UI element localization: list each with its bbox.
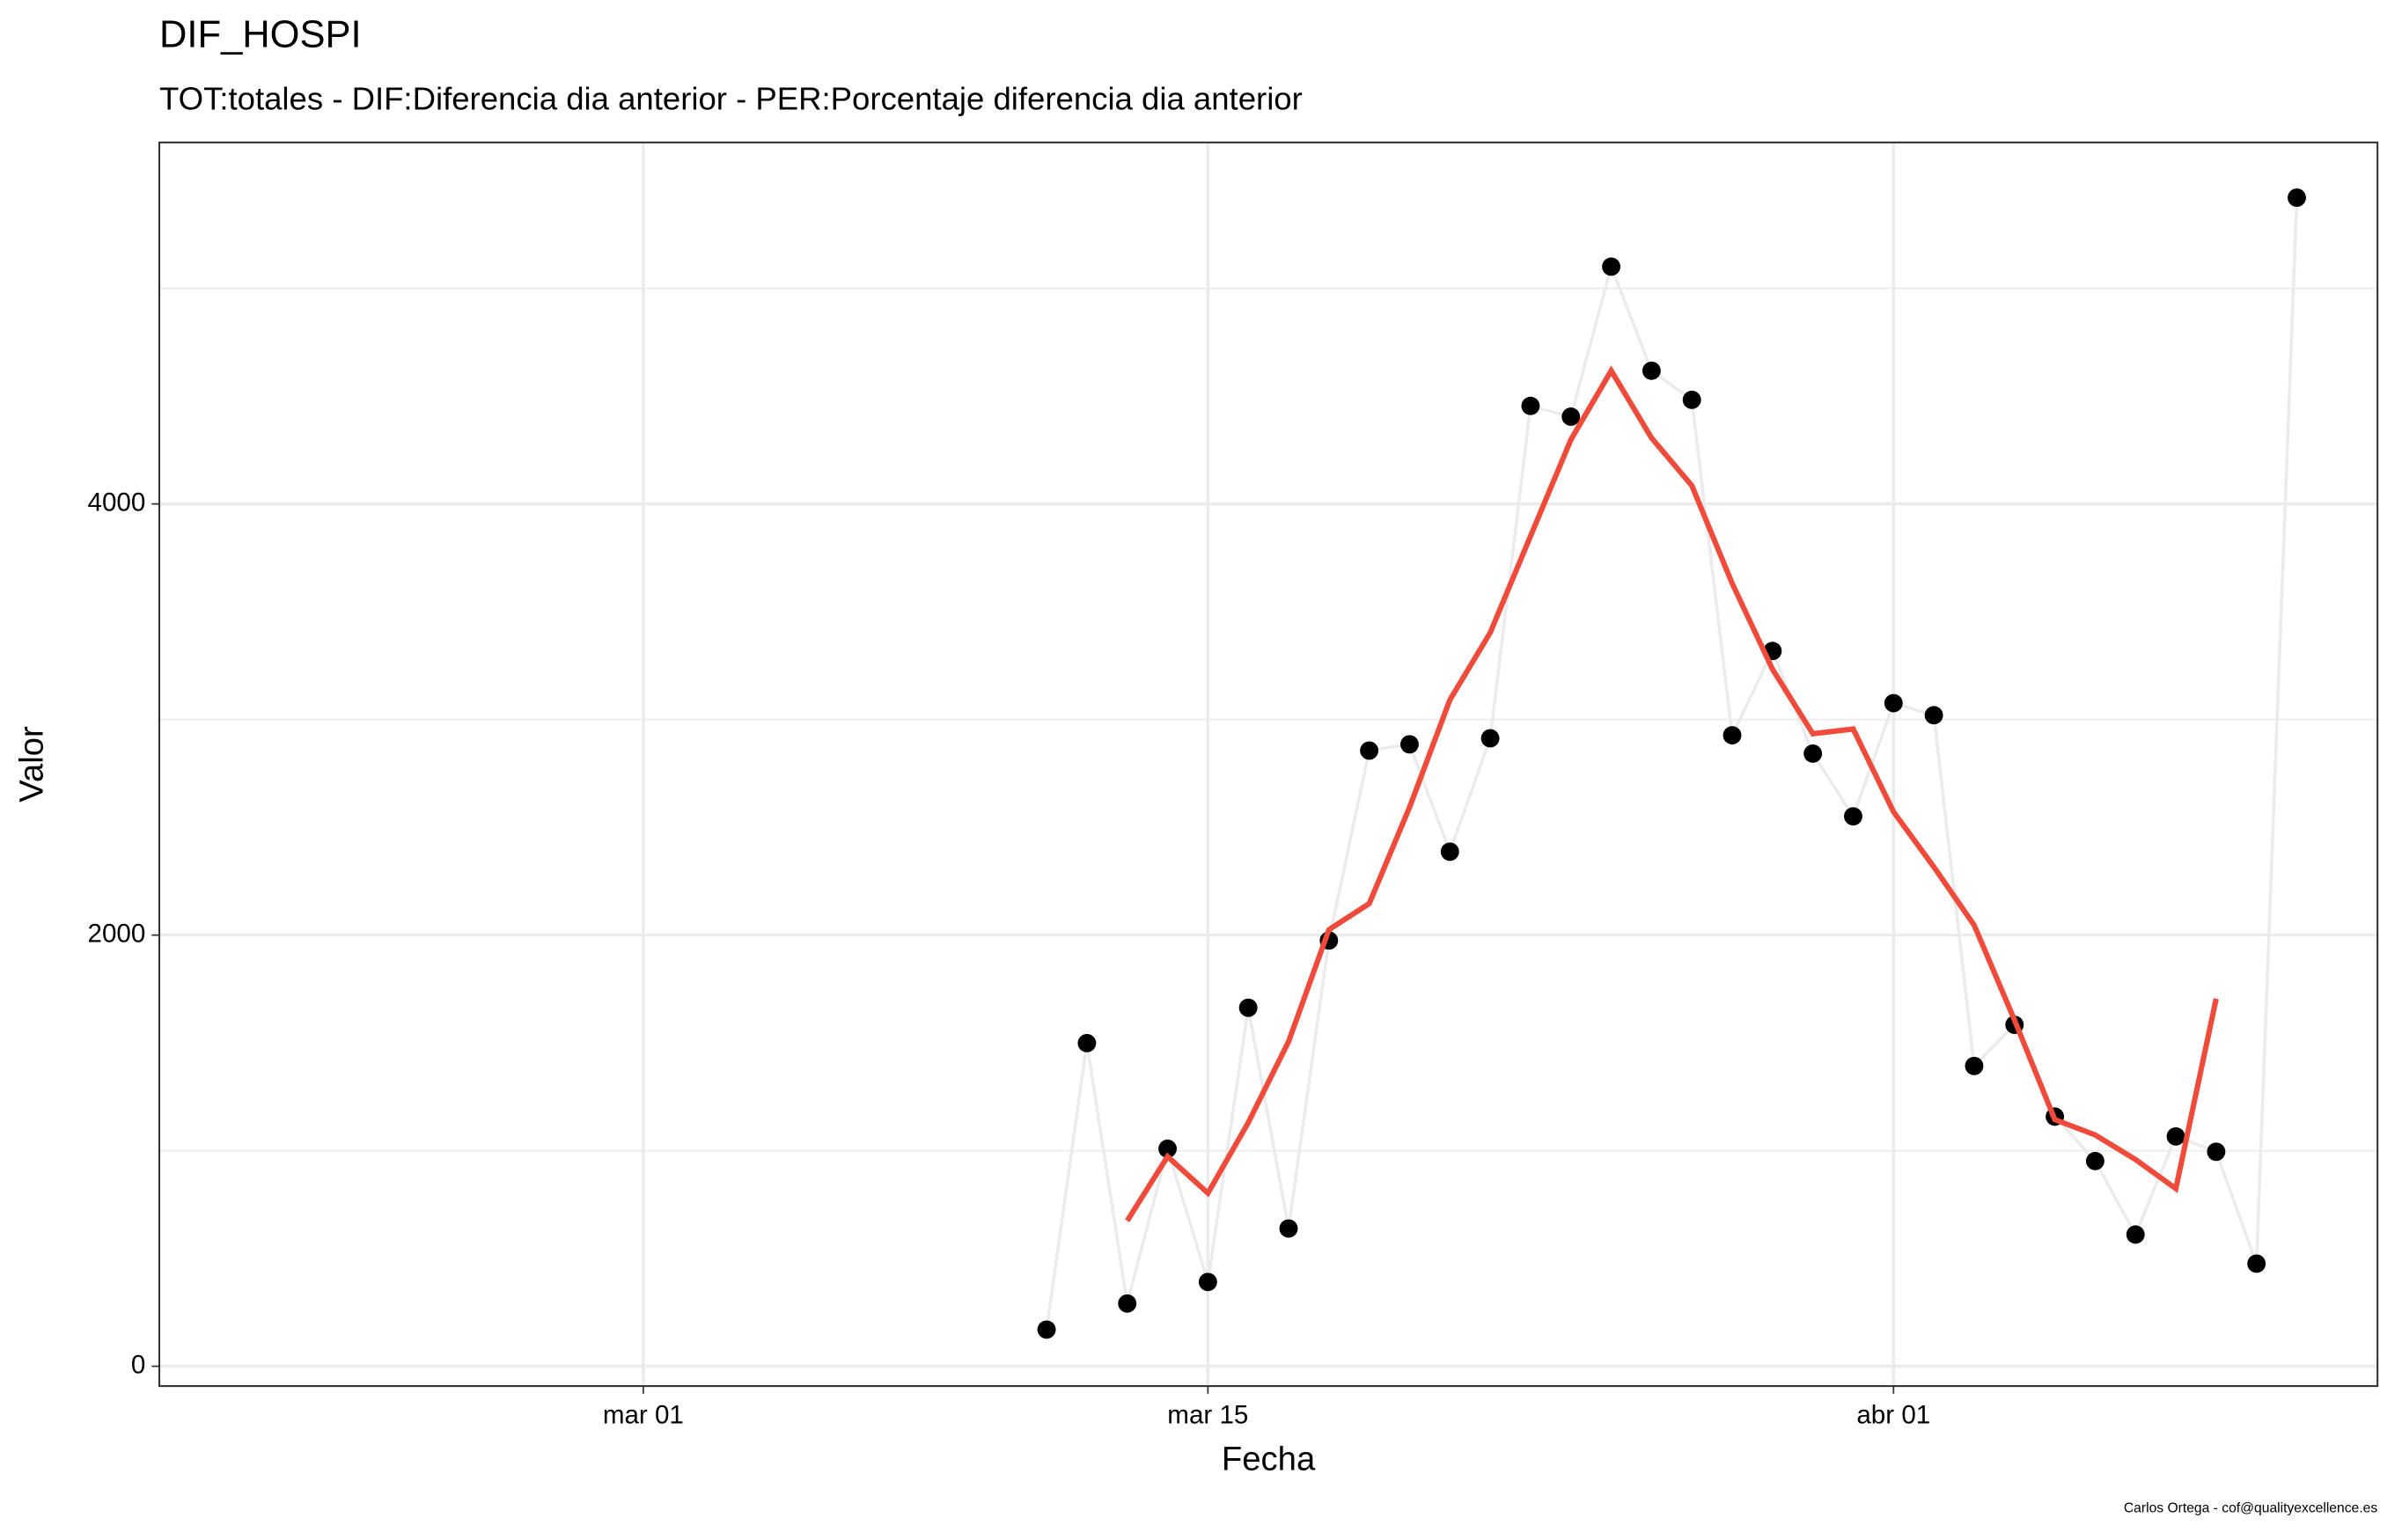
point xyxy=(2126,1225,2145,1244)
x-tick-label: mar 15 xyxy=(1167,1401,1248,1430)
point xyxy=(1844,807,1862,826)
point xyxy=(2288,188,2306,208)
chart-subtitle: TOT:totales - DIF:Diferencia dia anterio… xyxy=(159,81,1303,117)
point xyxy=(1723,726,1742,744)
point xyxy=(2207,1142,2226,1162)
point xyxy=(1279,1219,1298,1238)
point xyxy=(1198,1272,1217,1292)
point xyxy=(1400,735,1419,754)
y-tick-label: 0 xyxy=(131,1350,145,1379)
point xyxy=(1037,1320,1056,1339)
point xyxy=(1238,998,1258,1017)
plot-border xyxy=(158,141,2379,1388)
point xyxy=(1440,842,1459,862)
point xyxy=(1521,396,1540,415)
y-tick-label: 4000 xyxy=(88,488,146,517)
point xyxy=(1158,1139,1177,1158)
trend-line xyxy=(1125,365,2219,1222)
point xyxy=(1360,741,1379,760)
point xyxy=(1642,361,1661,380)
point xyxy=(1965,1056,1984,1075)
point xyxy=(2247,1254,2266,1273)
point xyxy=(2166,1126,2185,1146)
point xyxy=(1884,693,1903,713)
point xyxy=(1682,390,1701,409)
point xyxy=(2085,1151,2105,1170)
caption: Carlos Ortega - cof@qualityexcellence.es xyxy=(2124,1500,2377,1515)
point xyxy=(1803,744,1823,763)
point xyxy=(1924,706,1943,725)
x-tick-label: mar 01 xyxy=(603,1401,684,1430)
point xyxy=(1602,257,1620,276)
point xyxy=(1118,1294,1137,1313)
point xyxy=(1561,407,1581,426)
connector-line xyxy=(1045,197,2299,1331)
point xyxy=(1077,1033,1097,1052)
x-axis-title: Fecha xyxy=(1222,1440,1316,1478)
y-axis-title: Valor xyxy=(12,726,50,803)
point xyxy=(1480,729,1500,748)
x-tick-label: abr 01 xyxy=(1856,1401,1930,1430)
y-tick-label: 2000 xyxy=(88,919,146,948)
chart-title: DIF_HOSPI xyxy=(159,13,362,55)
